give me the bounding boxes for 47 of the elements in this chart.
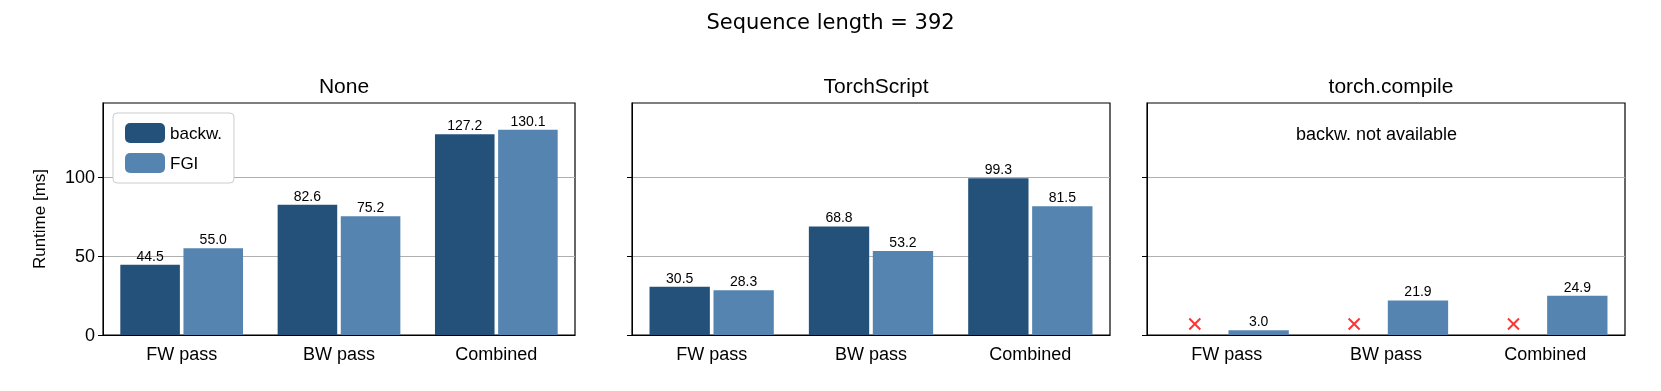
bar — [340, 216, 401, 335]
x-tick-label: BW pass — [302, 344, 376, 364]
data-label: 75.2 — [356, 199, 385, 216]
data-label: 127.2 — [447, 117, 483, 134]
chart-title: torch.compile — [1328, 74, 1454, 97]
x-tick-label: FW pass — [1191, 344, 1263, 364]
data-label: 28.3 — [730, 273, 758, 290]
data-label: 130.1 — [510, 112, 546, 129]
x-tick-label: FW pass — [146, 344, 218, 364]
data-label: 53.2 — [889, 234, 917, 251]
y-tick-label: 50 — [74, 246, 95, 267]
bar — [808, 226, 870, 335]
data-label: 81.5 — [1048, 189, 1077, 206]
chart-title: None — [318, 74, 370, 97]
bar — [968, 178, 1029, 335]
bar — [498, 129, 558, 335]
bar — [1032, 206, 1093, 335]
legend-label: FGI — [170, 153, 199, 173]
y-tick-label: 0 — [84, 325, 95, 345]
chart-title: TorchScript — [823, 74, 929, 97]
bar — [120, 264, 180, 335]
bar — [277, 204, 338, 335]
x-tick-label: Combined — [989, 344, 1072, 364]
data-label: 44.5 — [136, 247, 164, 264]
bar — [713, 290, 774, 335]
data-label: 24.9 — [1563, 278, 1592, 295]
data-label: 21.9 — [1404, 283, 1432, 300]
data-label: 82.6 — [293, 187, 322, 204]
data-label: 55.0 — [199, 231, 228, 248]
text: Sequence length = 392 — [705, 10, 956, 34]
y-tick-label: 100 — [64, 167, 95, 188]
bar — [872, 251, 934, 335]
bar — [649, 286, 710, 335]
x-tick-label: Combined — [1504, 344, 1587, 364]
bar — [434, 134, 495, 335]
y-axis-title: Runtime [ms] — [30, 168, 49, 270]
x-tick-label: BW pass — [1349, 344, 1423, 364]
bar — [183, 248, 244, 335]
annotation: backw. not available — [1296, 124, 1458, 144]
data-label: 30.5 — [666, 269, 694, 286]
legend-label: backw. — [170, 123, 222, 143]
data-label: 68.8 — [825, 209, 853, 226]
x-tick-label: Combined — [455, 344, 538, 364]
x-tick-label: FW pass — [676, 344, 748, 364]
data-label: 99.3 — [984, 161, 1013, 178]
data-label: 3.0 — [1248, 313, 1269, 330]
x-tick-label: BW pass — [834, 344, 908, 364]
